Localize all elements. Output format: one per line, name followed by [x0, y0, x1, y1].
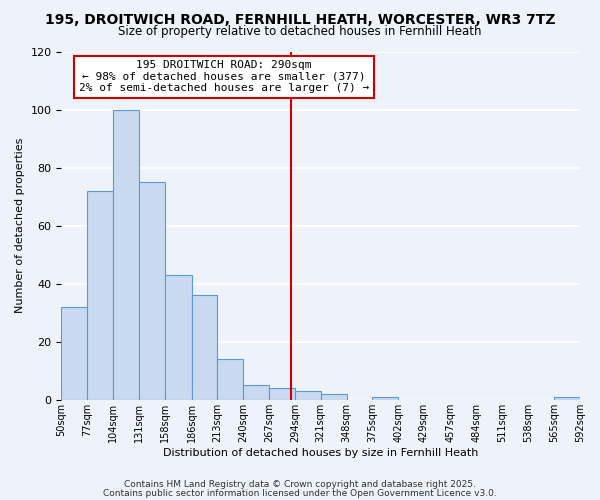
Text: Size of property relative to detached houses in Fernhill Heath: Size of property relative to detached ho…	[118, 25, 482, 38]
Bar	[217, 359, 243, 400]
Text: Contains HM Land Registry data © Crown copyright and database right 2025.: Contains HM Land Registry data © Crown c…	[124, 480, 476, 489]
Text: Contains public sector information licensed under the Open Government Licence v3: Contains public sector information licen…	[103, 488, 497, 498]
Bar	[191, 296, 217, 400]
Bar	[321, 394, 347, 400]
Bar	[554, 397, 580, 400]
Text: 195 DROITWICH ROAD: 290sqm
← 98% of detached houses are smaller (377)
2% of semi: 195 DROITWICH ROAD: 290sqm ← 98% of deta…	[79, 60, 369, 94]
Text: 195, DROITWICH ROAD, FERNHILL HEATH, WORCESTER, WR3 7TZ: 195, DROITWICH ROAD, FERNHILL HEATH, WOR…	[45, 12, 555, 26]
Bar	[165, 275, 191, 400]
Bar	[139, 182, 165, 400]
Bar	[269, 388, 295, 400]
Bar	[373, 397, 398, 400]
Bar	[113, 110, 139, 400]
Bar	[243, 386, 269, 400]
X-axis label: Distribution of detached houses by size in Fernhill Heath: Distribution of detached houses by size …	[163, 448, 478, 458]
Bar	[87, 191, 113, 400]
Bar	[61, 307, 87, 400]
Y-axis label: Number of detached properties: Number of detached properties	[15, 138, 25, 314]
Bar	[295, 391, 321, 400]
